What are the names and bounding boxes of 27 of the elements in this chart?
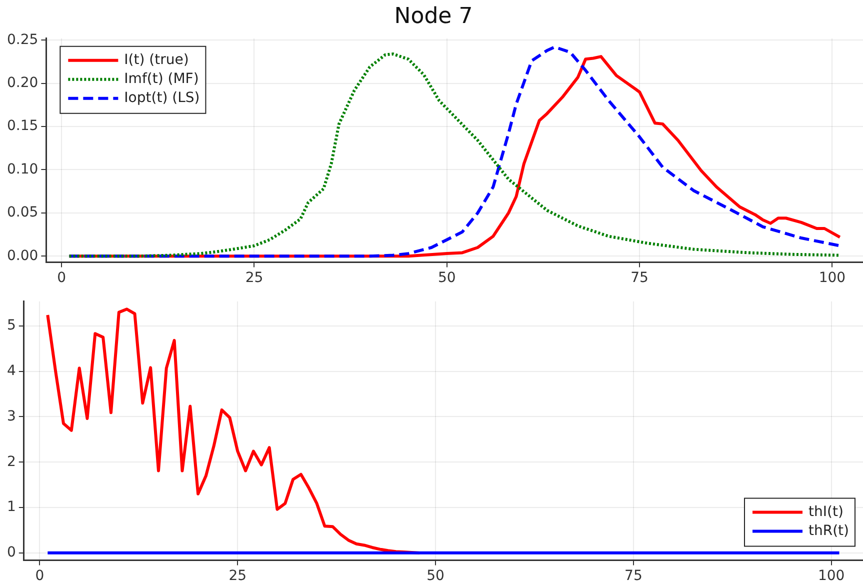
y-tick-label: 5 [6,318,16,334]
y-tick-label: 0.25 [7,32,38,48]
legend-label: Iopt(t) (LS) [124,90,200,106]
x-tick-label: 100 [818,270,846,286]
x-tick-label: 75 [630,270,648,286]
y-tick-label: 0.05 [7,204,38,221]
y-tick-label: 0.20 [7,74,38,91]
y-tick-label: 1 [6,499,16,516]
chart-title: Node 7 [394,4,473,29]
y-tick-label: 0.00 [7,248,38,264]
x-tick-label: 50 [438,270,456,286]
x-tick-label: 50 [426,568,444,584]
y-tick-label: 0.15 [7,118,38,134]
y-tick-label: 0.10 [7,161,38,178]
y-tick-label: 2 [6,454,16,470]
x-tick-label: 0 [57,270,66,286]
legend-label: I(t) (true) [124,52,189,68]
y-tick-label: 4 [6,362,16,379]
y-tick-label: 0 [6,544,16,561]
legend-label: thR(t) [808,522,850,539]
legend-label: thI(t) [808,504,844,520]
x-tick-label: 100 [818,568,845,584]
x-tick-label: 75 [624,568,642,584]
x-tick-label: 25 [228,568,247,584]
x-tick-label: 25 [245,270,264,286]
legend-label: Imf(t) (MF) [124,71,199,88]
y-tick-label: 3 [6,408,16,424]
